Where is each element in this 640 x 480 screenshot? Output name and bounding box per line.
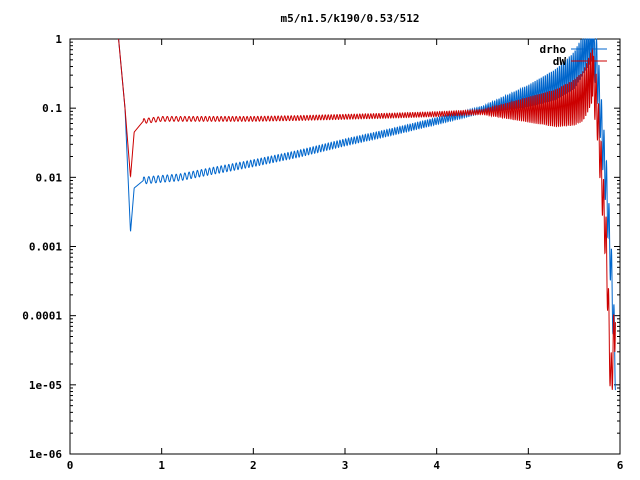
y-tick-label: 1 bbox=[55, 33, 62, 46]
y-tick-label: 0.01 bbox=[36, 171, 63, 184]
x-tick-label: 0 bbox=[67, 459, 74, 472]
x-tick-label: 1 bbox=[158, 459, 165, 472]
y-tick-label: 0.001 bbox=[29, 241, 62, 254]
x-tick-label: 4 bbox=[433, 459, 440, 472]
x-tick-label: 3 bbox=[342, 459, 349, 472]
x-tick-label: 6 bbox=[617, 459, 624, 472]
legend-label-dW: dW bbox=[553, 55, 567, 68]
x-tick-label: 2 bbox=[250, 459, 257, 472]
series-line-drho bbox=[118, 38, 616, 391]
y-tick-label: 1e-06 bbox=[29, 448, 62, 461]
series-line-dW bbox=[118, 38, 616, 390]
x-tick-label: 5 bbox=[525, 459, 532, 472]
y-tick-label: 0.1 bbox=[42, 102, 62, 115]
chart-title: m5/n1.5/k190/0.53/512 bbox=[280, 12, 419, 25]
y-tick-label: 1e-05 bbox=[29, 379, 62, 392]
legend-label-drho: drho bbox=[540, 43, 567, 56]
y-tick-label: 0.0001 bbox=[22, 310, 62, 323]
